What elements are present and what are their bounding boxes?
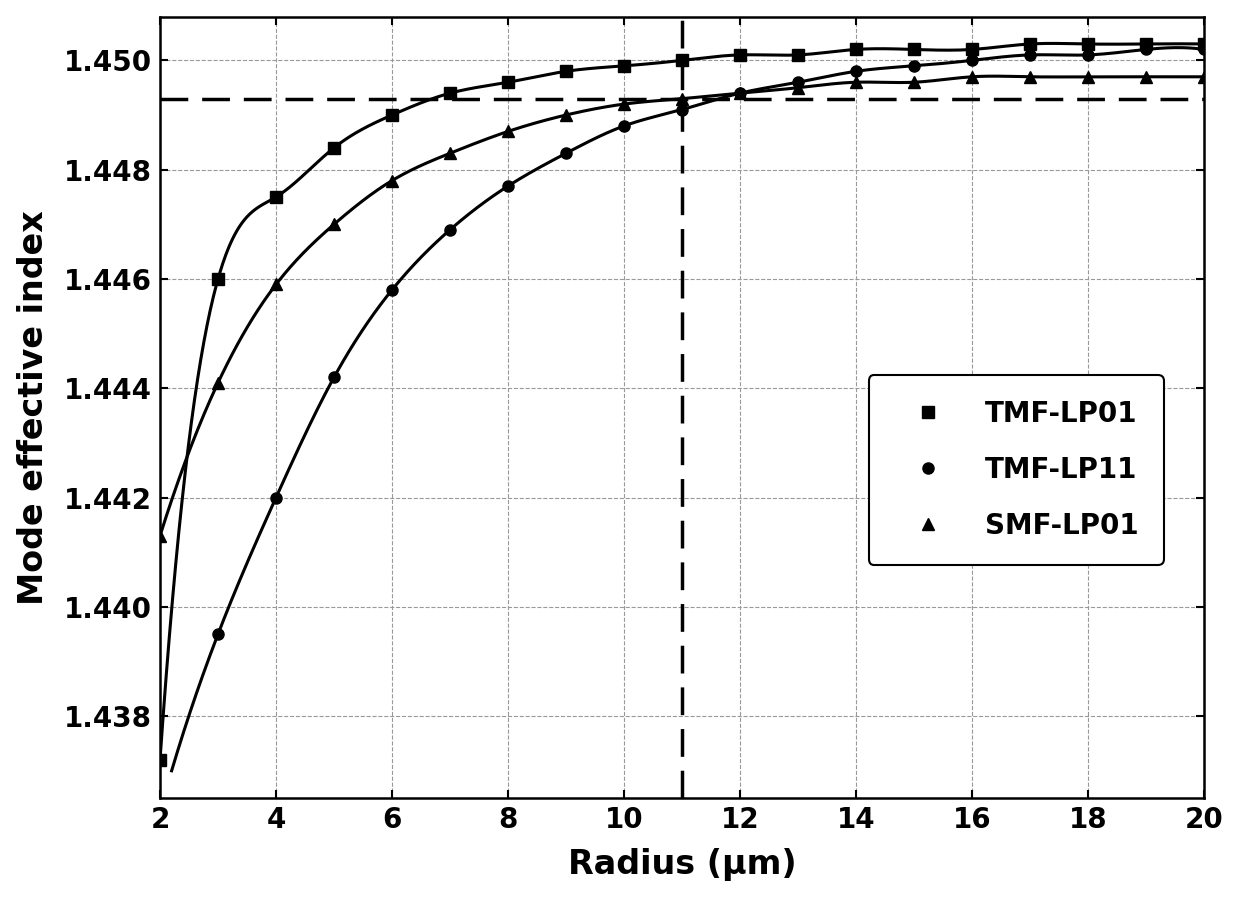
TMF-LP01 xyxy=(326,143,341,154)
TMF-LP11 xyxy=(965,55,980,66)
TMF-LP11 xyxy=(1197,44,1211,55)
SMF-LP01 xyxy=(1138,71,1153,82)
TMF-LP11 xyxy=(616,120,631,131)
TMF-LP01 xyxy=(616,60,631,71)
SMF-LP01 xyxy=(153,531,167,541)
TMF-LP01 xyxy=(1080,39,1095,49)
TMF-LP01 xyxy=(558,66,573,76)
TMF-LP11 xyxy=(443,224,458,235)
SMF-LP01 xyxy=(443,148,458,159)
TMF-LP11 xyxy=(211,629,226,639)
SMF-LP01 xyxy=(965,71,980,82)
TMF-LP01 xyxy=(848,44,863,55)
TMF-LP11 xyxy=(906,60,921,71)
TMF-LP11 xyxy=(848,66,863,76)
Legend: TMF-LP01, TMF-LP11, SMF-LP01: TMF-LP01, TMF-LP11, SMF-LP01 xyxy=(869,375,1164,565)
Line: SMF-LP01: SMF-LP01 xyxy=(155,71,1209,541)
SMF-LP01 xyxy=(326,219,341,230)
TMF-LP01 xyxy=(443,88,458,99)
TMF-LP11 xyxy=(1138,44,1153,55)
TMF-LP11 xyxy=(558,148,573,159)
TMF-LP01 xyxy=(733,49,748,60)
TMF-LP01 xyxy=(1197,39,1211,49)
TMF-LP01 xyxy=(211,274,226,285)
TMF-LP01 xyxy=(501,77,516,88)
SMF-LP01 xyxy=(733,88,748,99)
TMF-LP11 xyxy=(501,180,516,191)
Line: TMF-LP11: TMF-LP11 xyxy=(212,44,1209,639)
TMF-LP11 xyxy=(733,88,748,99)
SMF-LP01 xyxy=(1197,71,1211,82)
SMF-LP01 xyxy=(1023,71,1038,82)
SMF-LP01 xyxy=(848,77,863,88)
TMF-LP01 xyxy=(153,754,167,765)
SMF-LP01 xyxy=(501,126,516,136)
TMF-LP11 xyxy=(326,372,341,383)
Y-axis label: Mode effective index: Mode effective index xyxy=(16,210,50,604)
TMF-LP11 xyxy=(791,77,806,88)
SMF-LP01 xyxy=(211,377,226,388)
SMF-LP01 xyxy=(906,77,921,88)
TMF-LP01 xyxy=(1023,39,1038,49)
TMF-LP01 xyxy=(791,49,806,60)
SMF-LP01 xyxy=(384,175,399,186)
X-axis label: Radius (μm): Radius (μm) xyxy=(568,849,796,881)
TMF-LP01 xyxy=(965,44,980,55)
SMF-LP01 xyxy=(558,110,573,120)
SMF-LP01 xyxy=(269,279,284,290)
TMF-LP01 xyxy=(1138,39,1153,49)
SMF-LP01 xyxy=(616,99,631,110)
TMF-LP11 xyxy=(269,492,284,503)
Line: TMF-LP01: TMF-LP01 xyxy=(155,39,1209,765)
SMF-LP01 xyxy=(1080,71,1095,82)
TMF-LP11 xyxy=(384,285,399,295)
TMF-LP01 xyxy=(384,110,399,120)
TMF-LP01 xyxy=(675,55,689,66)
SMF-LP01 xyxy=(675,93,689,104)
TMF-LP01 xyxy=(269,191,284,202)
SMF-LP01 xyxy=(791,83,806,93)
TMF-LP11 xyxy=(675,104,689,115)
TMF-LP11 xyxy=(1080,49,1095,60)
TMF-LP11 xyxy=(1023,49,1038,60)
TMF-LP01 xyxy=(906,44,921,55)
